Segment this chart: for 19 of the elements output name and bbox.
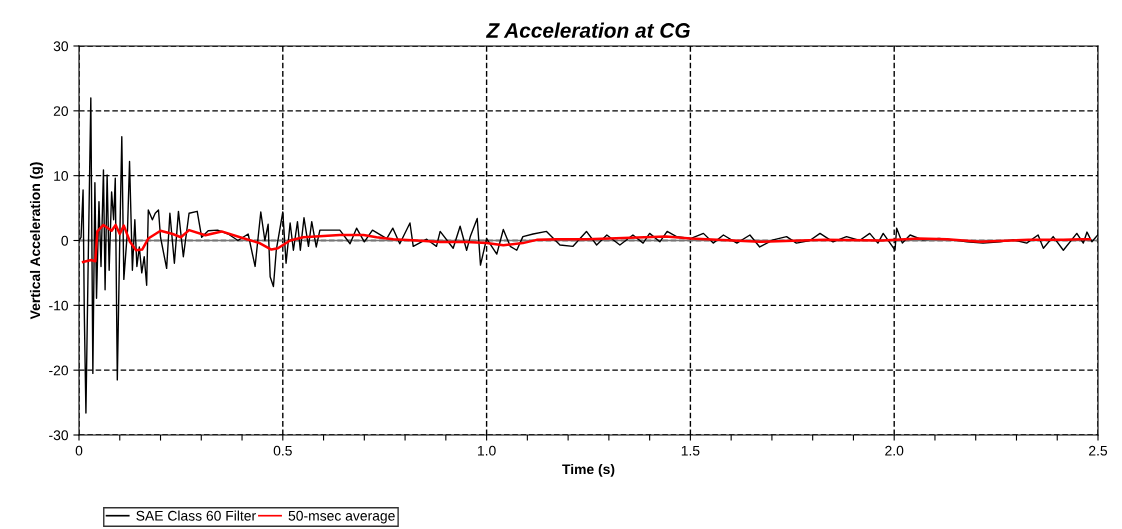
y-tick-label: 30 — [53, 41, 69, 52]
y-tick-label: -30 — [49, 430, 69, 441]
y-tick-label: 0 — [61, 235, 69, 246]
x-tick-label: 2.0 — [885, 445, 904, 456]
chart-title: Z Acceleration at CG — [485, 22, 690, 38]
y-tick-label: -10 — [49, 300, 69, 311]
legend-label: SAE Class 60 Filter — [136, 510, 256, 521]
x-tick-label: 1.5 — [681, 445, 700, 456]
y-tick-label: 20 — [53, 106, 69, 116]
x-tick-label: 1.0 — [478, 445, 496, 456]
legend-label: 50-msec average — [288, 510, 395, 524]
line-series — [81, 223, 1092, 264]
x-tick-label: 0.5 — [273, 445, 292, 456]
x-tick-label: 0 — [75, 445, 83, 456]
x-tick-label: 2.5 — [1089, 445, 1108, 456]
y-axis-title: Vertical Acceleration (g) — [29, 162, 43, 320]
x-axis-title: Time (s) — [562, 463, 615, 477]
y-tick-label: -20 — [49, 365, 69, 376]
y-tick-label: 10 — [54, 171, 69, 181]
